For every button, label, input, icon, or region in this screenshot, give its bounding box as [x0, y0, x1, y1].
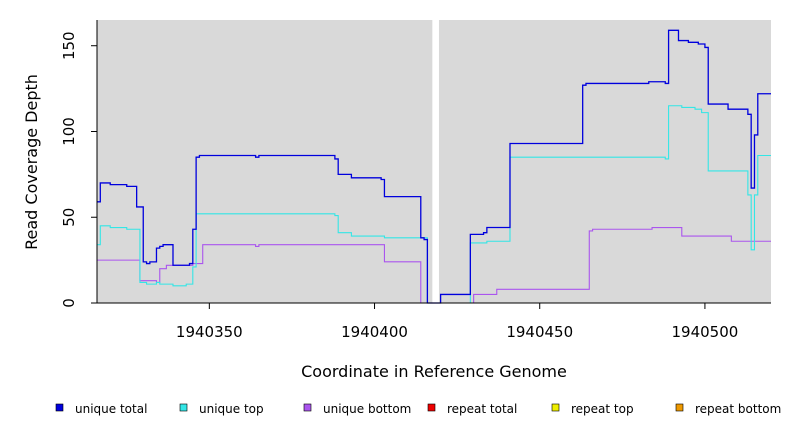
- legend: unique total unique top unique bottom repea…: [55, 402, 781, 416]
- x-tick-label: 1940500: [672, 323, 739, 341]
- legend-swatch: [303, 403, 312, 412]
- axes: 0 50 100 150 1940350 1940400 1940450 1940500: [60, 20, 771, 341]
- legend-swatch: [551, 403, 560, 412]
- legend-label: repeat bottom: [695, 402, 781, 416]
- y-tick-label: 50: [60, 208, 78, 227]
- x-tick-label: 1940450: [506, 323, 573, 341]
- x-tick-label: 1940350: [176, 323, 243, 341]
- legend-label: repeat total: [447, 402, 517, 416]
- legend-label: repeat top: [571, 402, 634, 416]
- legend-swatch: [179, 403, 188, 412]
- plot-panel-left: [97, 20, 433, 303]
- plot-panel-right: [438, 20, 771, 303]
- x-tick-label: 1940400: [341, 323, 408, 341]
- legend-label: unique top: [199, 402, 264, 416]
- series-unique-top-line: [97, 105, 771, 304]
- y-tick-label: 100: [60, 117, 78, 146]
- series-unique-total-line: [97, 29, 771, 304]
- y-axis-label: Read Coverage Depth: [22, 74, 41, 250]
- legend-swatch: [427, 403, 436, 412]
- series-unique-bottom-line: [97, 226, 771, 304]
- legend-swatch: [675, 403, 684, 412]
- legend-label: unique bottom: [323, 402, 411, 416]
- x-axis-label: Coordinate in Reference Genome: [301, 362, 567, 381]
- legend-label: unique total: [75, 402, 147, 416]
- y-tick-label: 0: [60, 298, 78, 308]
- y-tick-label: 150: [60, 31, 78, 60]
- legend-swatch: [55, 403, 64, 412]
- plot-panels: [97, 20, 771, 303]
